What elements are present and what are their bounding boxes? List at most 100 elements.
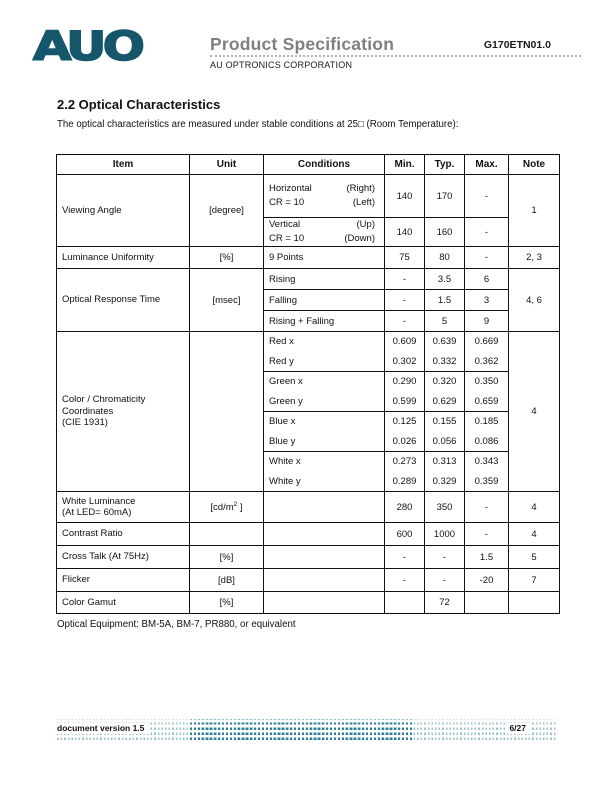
luminance-uniformity-typ: 80 — [424, 246, 465, 269]
col-header-note: Note — [508, 154, 560, 175]
white-luminance-cond-empty — [263, 491, 385, 523]
response-rising-cond: Rising — [263, 268, 385, 290]
unit-text: [cd/m — [210, 502, 234, 514]
label-white-y: White y — [269, 476, 301, 488]
flicker-note: 7 — [508, 568, 560, 592]
value: 0.290 — [392, 375, 417, 387]
footer-band: document version 1.5 6/27 — [57, 719, 557, 740]
col-header-min: Min. — [384, 154, 425, 175]
intro-text: The optical characteristics are measured… — [57, 119, 459, 130]
white-luminance-typ: 350 — [424, 491, 465, 523]
chromaticity-blue-typ: 0.155 0.056 — [424, 411, 465, 452]
chromaticity-red-typ: 0.639 0.332 — [424, 331, 465, 372]
label-green-y: Green y — [269, 396, 303, 408]
value: 0.599 — [392, 396, 417, 408]
color-gamut-unit: [%] — [189, 591, 264, 614]
col-header-unit: Unit — [189, 154, 264, 175]
row-cross-talk: Cross Talk (At 75Hz) [%] - - 1.5 5 — [56, 545, 560, 569]
model-number: G170ETN01.0 — [483, 39, 551, 52]
cond-label: Horizontal — [269, 183, 312, 195]
row-chromaticity-red: Color / Chromaticity Coordinates (CIE 19… — [56, 331, 560, 492]
viewing-angle-vertical-max: - — [464, 217, 509, 247]
color-gamut-min-empty — [384, 591, 425, 614]
row-viewing-angle-horizontal: Viewing Angle [degree] Horizontal (Right)… — [56, 174, 560, 247]
chromaticity-item: Color / Chromaticity Coordinates (CIE 19… — [56, 331, 190, 492]
viewing-angle-note: 1 — [508, 174, 560, 247]
flicker-cond-empty — [263, 568, 385, 592]
color-gamut-item: Color Gamut — [56, 591, 190, 614]
auo-logo: AUO — [32, 24, 146, 70]
luminance-uniformity-min: 75 — [384, 246, 425, 269]
unit-sup: 2 — [233, 500, 238, 508]
contrast-ratio-cond-empty — [263, 522, 385, 546]
cond-label: CR = 10 — [269, 197, 305, 208]
value: 0.362 — [474, 356, 499, 368]
response-rising-min: - — [384, 268, 425, 290]
row-response-rising: Optical Response Time [msec] Rising - 3.… — [56, 268, 560, 332]
chromaticity-green-min: 0.290 0.599 — [384, 371, 425, 412]
chromaticity-red-min: 0.609 0.302 — [384, 331, 425, 372]
row-chromaticity-green: Green x Green y 0.290 0.599 0.320 0.629 0.3… — [57, 371, 560, 412]
row-white-luminance: White Luminance (At LED= 60mA) [cd/m2 ] … — [56, 491, 560, 523]
cond-label: Vertical — [269, 219, 301, 231]
response-rf-min: - — [384, 310, 425, 332]
flicker-unit: [dB] — [189, 568, 264, 592]
chromaticity-item-line1: Color / Chromaticity — [62, 394, 146, 406]
chromaticity-blue-max: 0.185 0.086 — [464, 411, 509, 452]
value: 0.629 — [432, 396, 457, 408]
cross-talk-min: - — [384, 545, 425, 569]
color-gamut-note-empty — [508, 591, 560, 614]
chromaticity-red-labels: Red x Red y — [263, 331, 385, 372]
viewing-angle-vertical-min: 140 — [384, 217, 425, 247]
white-luminance-line1: White Luminance — [62, 495, 136, 507]
viewing-angle-item: Viewing Angle — [56, 174, 190, 247]
white-luminance-item: White Luminance (At LED= 60mA) — [56, 491, 190, 523]
label-green-x: Green x — [269, 375, 303, 387]
viewing-angle-unit: [degree] — [189, 174, 264, 247]
value: 0.086 — [474, 436, 499, 448]
viewing-angle-vertical-typ: 160 — [424, 217, 465, 247]
white-luminance-line2: (At LED= 60mA) — [62, 507, 132, 518]
flicker-item: Flicker — [56, 568, 190, 592]
col-header-typ: Typ. — [424, 154, 465, 175]
response-falling-typ: 1.5 — [424, 289, 465, 311]
contrast-ratio-typ: 1000 — [424, 522, 465, 546]
label-blue-x: Blue x — [269, 415, 296, 427]
col-header-max: Max. — [464, 154, 509, 175]
response-rf-max: 9 — [464, 310, 509, 332]
unit-text: ] — [237, 502, 243, 514]
value: 0.302 — [392, 356, 417, 368]
response-time-item: Optical Response Time — [56, 268, 190, 332]
viewing-angle-horizontal-min: 140 — [384, 174, 425, 218]
col-header-conditions: Conditions — [263, 154, 385, 175]
row-luminance-uniformity: Luminance Uniformity [%] 9 Points 75 80 … — [56, 246, 560, 269]
header-title-row: Product Specification G170ETN01.0 — [210, 34, 581, 58]
flicker-min: - — [384, 568, 425, 592]
document-title: Product Specification — [210, 34, 395, 54]
color-gamut-max-empty — [464, 591, 509, 614]
header-title-block: Product Specification G170ETN01.0 AU OPT… — [210, 35, 581, 70]
value: 0.289 — [392, 476, 417, 488]
viewing-angle-horizontal-max: - — [464, 174, 509, 218]
value: 0.609 — [392, 335, 417, 347]
label-red-y: Red y — [269, 356, 294, 368]
flicker-max: -20 — [464, 568, 509, 592]
section-heading: 2.2 Optical Characteristics — [57, 97, 221, 112]
response-rising-max: 6 — [464, 268, 509, 290]
value: 0.332 — [432, 356, 457, 368]
response-falling-cond: Falling — [263, 289, 385, 311]
chromaticity-white-labels: White x White y — [263, 451, 385, 492]
luminance-uniformity-cond: 9 Points — [263, 246, 385, 269]
luminance-uniformity-max: - — [464, 246, 509, 269]
footer-version: document version 1.5 — [57, 723, 150, 734]
value: 0.185 — [474, 415, 499, 427]
contrast-ratio-item: Contrast Ratio — [56, 522, 190, 546]
response-rf-cond: Rising + Falling — [263, 310, 385, 332]
cond-dir: (Up) — [356, 219, 375, 231]
cross-talk-unit: [%] — [189, 545, 264, 569]
viewing-angle-horizontal-typ: 170 — [424, 174, 465, 218]
response-time-unit: [msec] — [189, 268, 264, 332]
row-response-rising-falling: Rising + Falling - 5 9 — [57, 310, 560, 332]
chromaticity-green-max: 0.350 0.659 — [464, 371, 509, 412]
